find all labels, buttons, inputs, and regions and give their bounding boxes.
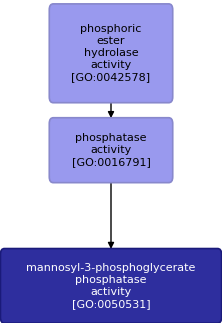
FancyBboxPatch shape [0, 249, 222, 323]
Text: mannosyl-3-phosphoglycerate
phosphatase
activity
[GO:0050531]: mannosyl-3-phosphoglycerate phosphatase … [26, 263, 196, 309]
FancyBboxPatch shape [49, 4, 173, 103]
FancyBboxPatch shape [49, 118, 173, 182]
Text: phosphoric
ester
hydrolase
activity
[GO:0042578]: phosphoric ester hydrolase activity [GO:… [71, 24, 151, 82]
Text: phosphatase
activity
[GO:0016791]: phosphatase activity [GO:0016791] [71, 133, 151, 167]
